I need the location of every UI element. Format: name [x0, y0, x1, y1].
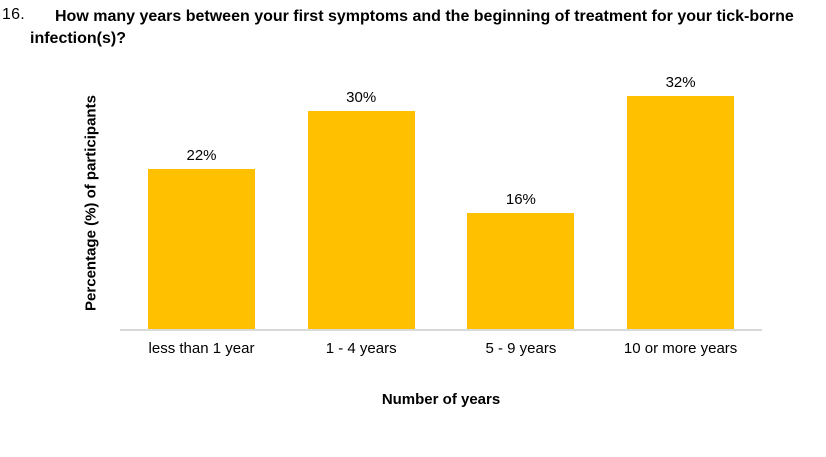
- x-category-label: 10 or more years: [623, 340, 738, 357]
- y-axis-title: Percentage (%) of participants: [82, 95, 100, 311]
- bar-10-or-more-years: [627, 96, 735, 329]
- x-axis-line: [120, 329, 762, 331]
- bar-value-label: 30%: [346, 89, 377, 106]
- bar-less-than-1-year: [148, 169, 255, 329]
- bar-value-label: 32%: [665, 74, 696, 91]
- bar-1-4-years: [307, 111, 415, 329]
- bar-value-label: 22%: [186, 147, 217, 164]
- x-axis-title: Number of years: [381, 391, 501, 408]
- x-category-label: 1 - 4 years: [325, 340, 397, 357]
- question-title: How many years between your first sympto…: [30, 8, 794, 47]
- bar-value-label: 16%: [505, 191, 536, 208]
- x-category-label: 5 - 9 years: [485, 340, 557, 357]
- bar-5-9-years: [467, 213, 575, 329]
- question-number: 16.: [2, 6, 25, 23]
- x-category-label: less than 1 year: [148, 340, 255, 357]
